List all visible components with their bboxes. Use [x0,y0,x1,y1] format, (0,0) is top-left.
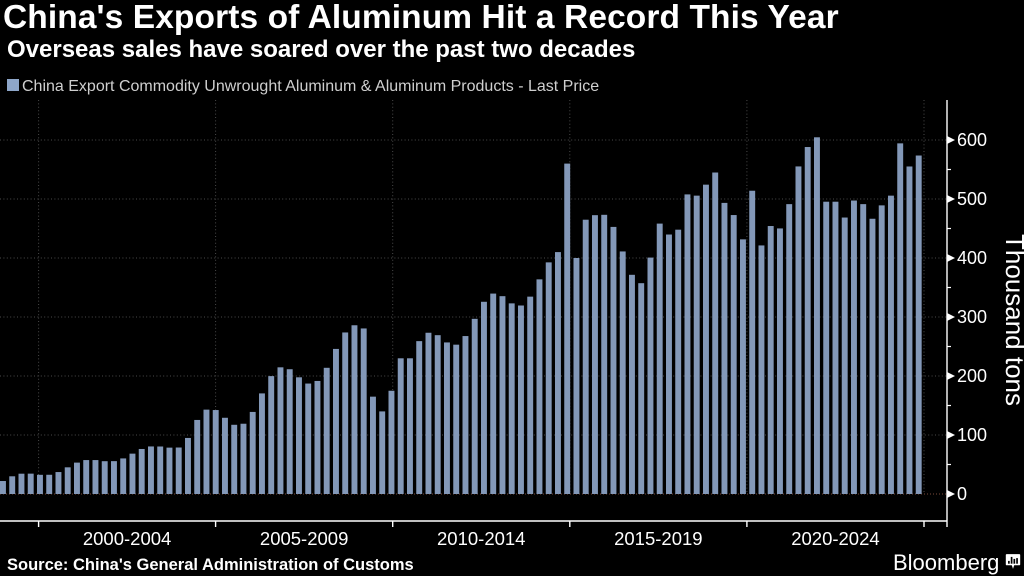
svg-text:2000-2004: 2000-2004 [83,528,171,549]
svg-text:2010-2014: 2010-2014 [437,528,525,549]
svg-text:300: 300 [957,307,987,327]
svg-text:2020-2024: 2020-2024 [791,528,879,549]
svg-text:Thousand tons: Thousand tons [1000,234,1024,406]
svg-text:0: 0 [957,484,967,504]
svg-text:2005-2009: 2005-2009 [260,528,348,549]
svg-text:400: 400 [957,248,987,268]
svg-text:2015-2019: 2015-2019 [614,528,702,549]
svg-text:100: 100 [957,425,987,445]
svg-text:200: 200 [957,366,987,386]
svg-text:500: 500 [957,189,987,209]
svg-text:600: 600 [957,130,987,150]
